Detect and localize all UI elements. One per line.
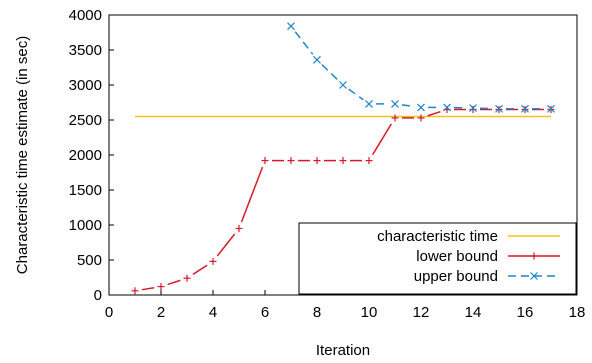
y-tick-label: 3000 — [69, 77, 102, 94]
data-point-lower-bound — [313, 157, 321, 165]
marker-stroke — [495, 104, 503, 113]
data-point-upper-bound — [339, 81, 347, 89]
data-point-upper-bound — [521, 104, 529, 113]
marker-stroke — [391, 99, 399, 108]
legend-marker-upper-bound — [530, 272, 538, 280]
y-tick-label: 2000 — [69, 147, 102, 164]
marker-stroke — [365, 99, 373, 108]
marker-stroke — [530, 272, 538, 280]
legend-marker-lower-bound — [530, 252, 538, 260]
y-tick-label: 4000 — [69, 7, 102, 24]
legend-label-characteristic-time: characteristic time — [377, 228, 498, 245]
data-point-lower-bound — [339, 157, 347, 165]
series-layer — [131, 22, 555, 295]
x-tick-label: 10 — [361, 304, 378, 321]
x-tick-label: 12 — [413, 304, 430, 321]
data-point-upper-bound — [547, 104, 555, 113]
data-point-upper-bound — [443, 103, 451, 112]
data-point-lower-bound — [157, 283, 165, 291]
x-tick-label: 2 — [157, 304, 165, 321]
data-point-lower-bound — [209, 257, 217, 265]
x-tick-label: 0 — [105, 304, 113, 321]
marker-stroke — [287, 22, 295, 31]
data-point-lower-bound — [287, 157, 295, 165]
data-point-upper-bound — [365, 99, 373, 108]
marker-stroke — [547, 104, 555, 113]
data-point-upper-bound — [287, 22, 295, 31]
y-tick-label: 3500 — [69, 42, 102, 59]
legend-box — [298, 222, 577, 295]
data-point-lower-bound — [365, 157, 373, 165]
data-point-upper-bound — [417, 103, 425, 112]
data-point-upper-bound — [495, 104, 503, 113]
y-tick-label: 1000 — [69, 217, 102, 234]
series-segment-upper-bound — [321, 64, 339, 81]
marker-stroke — [443, 103, 451, 112]
legend-label-lower-bound: lower bound — [416, 248, 498, 265]
data-point-lower-bound — [183, 274, 191, 282]
x-tick-label: 16 — [517, 304, 534, 321]
x-tick-label: 6 — [261, 304, 269, 321]
legend: characteristic time lower bound upper boun… — [298, 222, 577, 295]
data-point-lower-bound — [235, 225, 243, 232]
series-segment-lower-bound — [371, 123, 393, 156]
data-point-lower-bound — [391, 114, 399, 122]
series-segment-lower-bound — [192, 264, 208, 276]
series-segment-lower-bound — [216, 233, 236, 257]
data-point-upper-bound — [391, 99, 399, 108]
y-tick-label: 0 — [94, 287, 102, 304]
series-upper-bound — [287, 22, 555, 113]
marker-stroke — [339, 81, 347, 89]
data-point-lower-bound — [469, 106, 477, 113]
x-axis: 0 2 4 6 8 10 12 14 16 18 — [105, 290, 586, 321]
y-tick-label: 2500 — [69, 112, 102, 129]
series-segment-upper-bound — [348, 88, 364, 101]
marker-stroke — [521, 104, 529, 113]
x-tick-label: 18 — [569, 304, 586, 321]
series-segment-lower-bound — [167, 279, 181, 286]
data-point-upper-bound — [313, 55, 321, 64]
series-segment-lower-bound — [240, 166, 264, 223]
data-point-lower-bound — [417, 114, 425, 122]
marker-stroke — [469, 104, 477, 113]
y-tick-label: 500 — [77, 252, 102, 269]
data-point-lower-bound — [131, 287, 139, 295]
data-point-upper-bound — [469, 104, 477, 113]
x-axis-title: Iteration — [316, 342, 370, 359]
y-tick-label: 1500 — [69, 182, 102, 199]
series-segment-lower-bound — [141, 286, 155, 291]
series-segment-lower-bound — [427, 110, 441, 117]
marker-stroke — [313, 55, 321, 64]
x-tick-label: 14 — [465, 304, 482, 321]
legend-label-upper-bound: upper bound — [414, 268, 498, 285]
marker-stroke — [417, 103, 425, 112]
series-segment-upper-bound — [401, 104, 415, 108]
series-segment-upper-bound — [294, 31, 314, 55]
y-axis: 0 500 1000 1500 2000 2500 3000 3500 4000 — [69, 7, 114, 304]
x-tick-label: 8 — [313, 304, 321, 321]
x-tick-label: 4 — [209, 304, 217, 321]
y-axis-title: Characteristic time estimate (in sec) — [14, 36, 31, 274]
data-point-lower-bound — [261, 157, 269, 165]
